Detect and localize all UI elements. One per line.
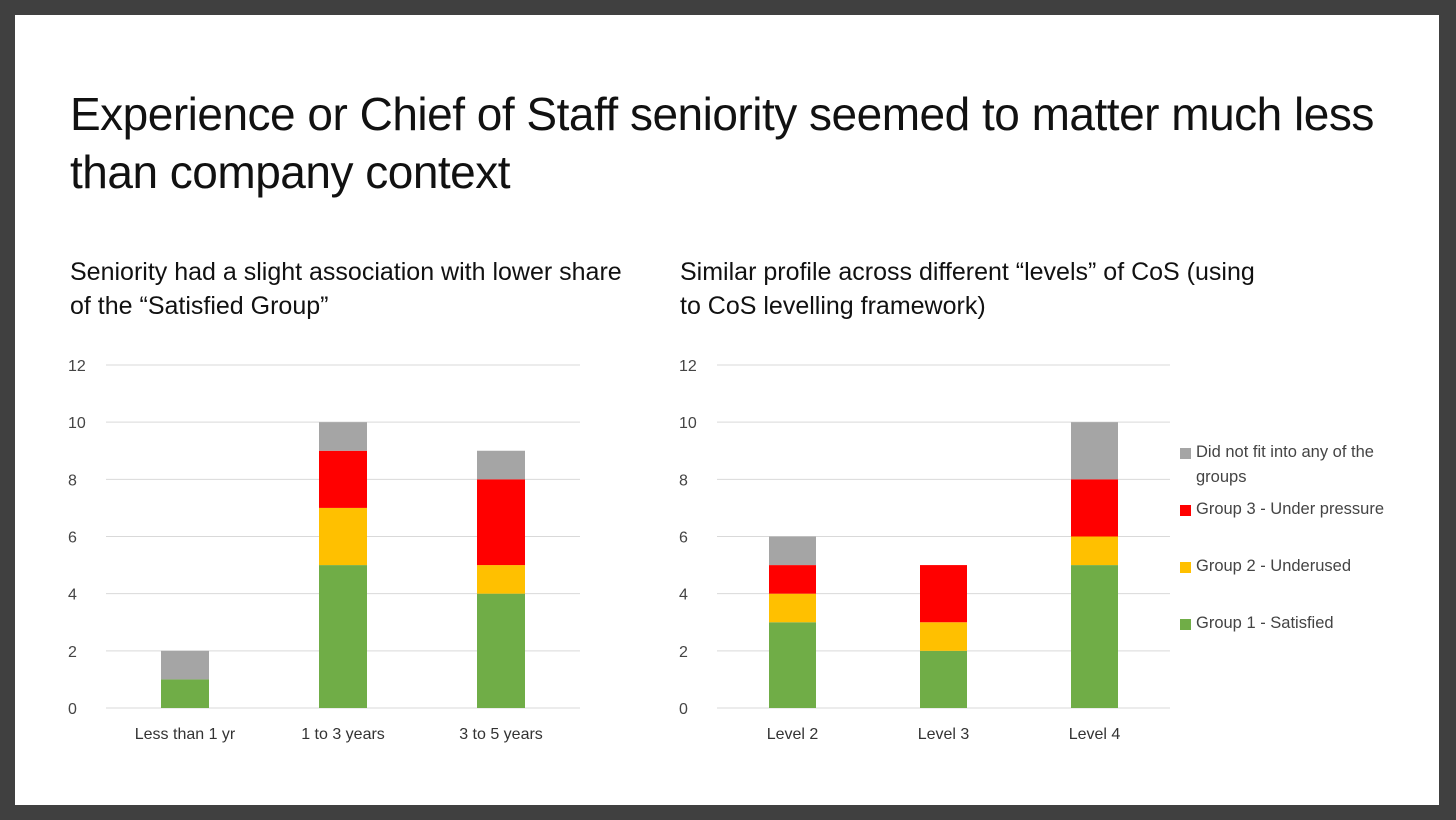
x-tick-label-level-4: Level 4 [1069, 726, 1121, 743]
x-tick-label-1-to-3-years: 1 to 3 years [301, 726, 385, 743]
slide-title: Experience or Chief of Staff seniority s… [70, 88, 1374, 198]
bar-3-to-5-years-group-3-under-pressure [477, 479, 525, 566]
bar-1-to-3-years-group-3-under-pressure [319, 450, 367, 508]
bar-level-3-group-3-under-pressure [920, 565, 967, 623]
bar-3-to-5-years-did-not-fit-into-any-of-the-groups [477, 450, 525, 480]
legend-item-group3: Group 3 - Under pressure [1180, 497, 1420, 522]
legend-swatch-group3 [1180, 505, 1191, 516]
slide: Experience or Chief of Staff seniority s… [15, 15, 1439, 805]
chart-left-title: Seniority had a slight association with … [70, 258, 622, 320]
bar-level-3-group-1-satisfied [920, 650, 967, 708]
y-tick-label-12: 12 [679, 358, 697, 375]
y-tick-label-2: 2 [679, 644, 688, 661]
bar-1-to-3-years-group-1-satisfied [319, 565, 367, 708]
y-tick-label-0: 0 [68, 701, 77, 718]
legend-swatch-group2 [1180, 562, 1191, 573]
bar-level-4-group-2-underused [1071, 536, 1118, 566]
y-tick-label-0: 0 [679, 701, 688, 718]
legend-label-group3: Group 3 - Under pressure [1196, 500, 1385, 518]
legend-item-group1: Group 1 - Satisfied [1180, 611, 1420, 636]
chart-right-title: Similar profile across different “levels… [680, 258, 1255, 320]
bar-less-than-1-yr-did-not-fit-into-any-of-the-groups [161, 650, 209, 680]
bar-3-to-5-years-group-2-underused [477, 565, 525, 594]
y-tick-label-10: 10 [679, 415, 697, 432]
legend-item-not-fit: Did not fit into any of the groups [1180, 440, 1420, 490]
bar-level-3-group-2-underused [920, 622, 967, 651]
legend-label-not-fit: Did not fit into any of the groups [1196, 443, 1374, 486]
legend-swatch-group1 [1180, 619, 1191, 630]
y-tick-label-12: 12 [68, 358, 86, 375]
bar-less-than-1-yr-group-1-satisfied [161, 679, 209, 708]
bar-level-2-did-not-fit-into-any-of-the-groups [769, 536, 816, 566]
y-tick-label-6: 6 [68, 530, 77, 547]
bar-level-2-group-2-underused [769, 593, 816, 623]
x-tick-label-less-than-1-yr: Less than 1 yr [135, 726, 236, 743]
bar-3-to-5-years-group-1-satisfied [477, 593, 525, 708]
y-tick-label-6: 6 [679, 530, 688, 547]
bar-1-to-3-years-did-not-fit-into-any-of-the-groups [319, 422, 367, 451]
legend-item-group2: Group 2 - Underused [1180, 554, 1420, 579]
bar-level-4-group-1-satisfied [1071, 565, 1118, 708]
y-tick-label-10: 10 [68, 415, 86, 432]
x-tick-label-level-3: Level 3 [918, 726, 970, 743]
y-tick-label-8: 8 [679, 472, 688, 489]
legend-label-group1: Group 1 - Satisfied [1196, 614, 1334, 632]
x-tick-label-3-to-5-years: 3 to 5 years [459, 726, 543, 743]
bar-level-4-group-3-under-pressure [1071, 479, 1118, 537]
y-tick-label-2: 2 [68, 644, 77, 661]
legend-swatch-not-fit [1180, 448, 1191, 459]
bar-level-4-did-not-fit-into-any-of-the-groups [1071, 422, 1118, 480]
y-tick-label-4: 4 [68, 587, 77, 604]
legend-label-group2: Group 2 - Underused [1196, 557, 1352, 575]
x-tick-label-level-2: Level 2 [767, 726, 819, 743]
y-tick-label-4: 4 [679, 587, 688, 604]
bar-level-2-group-3-under-pressure [769, 565, 816, 594]
y-tick-label-8: 8 [68, 472, 77, 489]
bar-level-2-group-1-satisfied [769, 622, 816, 708]
bar-1-to-3-years-group-2-underused [319, 507, 367, 566]
